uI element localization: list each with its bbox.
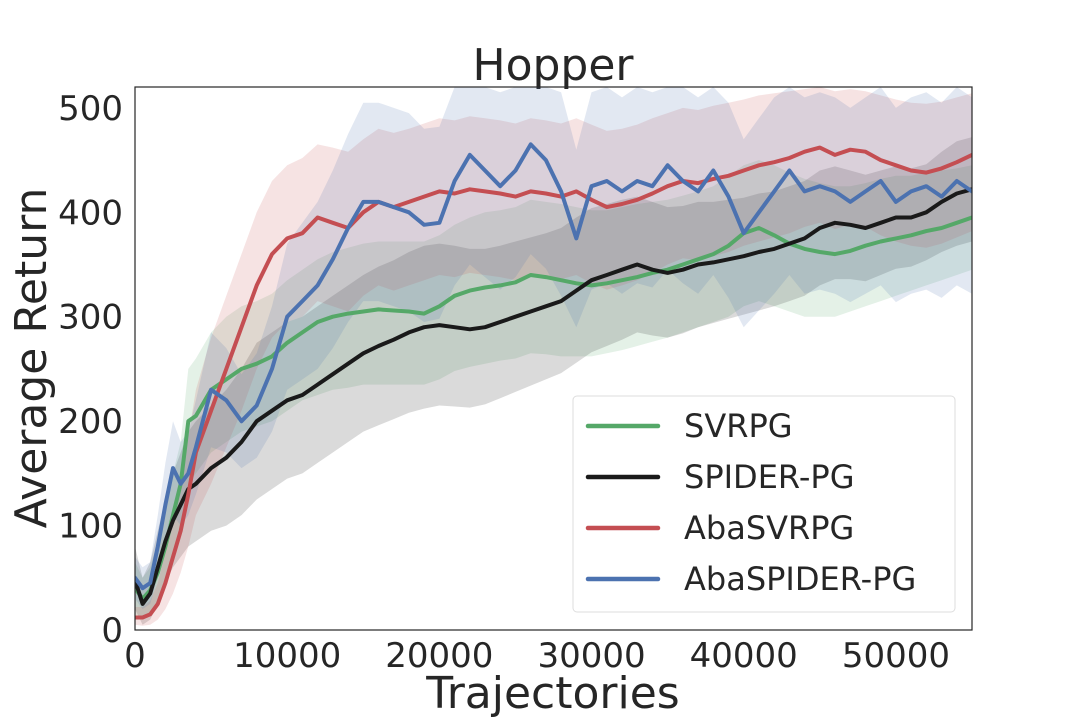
line-abaspider-pg: [135, 142, 972, 591]
x-axis-title: Trajectories: [425, 668, 679, 719]
line-spider-pg: [135, 187, 972, 606]
x-tick-label: 50000: [842, 636, 950, 676]
y-tick-label: 500: [58, 89, 123, 129]
y-tick-label: 200: [58, 402, 123, 442]
legend-label-abaspider-pg: AbaSPIDER-PG: [684, 560, 916, 598]
x-tick-label: 30000: [537, 636, 645, 676]
x-tick-label: 40000: [690, 636, 798, 676]
series-lines: [135, 142, 972, 620]
line-abasvrpg: [135, 145, 972, 620]
y-tick-label: 400: [58, 193, 123, 233]
band-spider-pg: [135, 137, 972, 625]
plot-area: [134, 86, 973, 631]
y-tick-label: 300: [58, 298, 123, 338]
band-abasvrpg: [135, 87, 972, 626]
x-axis-ticks: 0 10000 20000 30000 40000 50000: [124, 636, 950, 676]
y-axis-title: Average Return: [6, 188, 57, 529]
y-axis-ticks: 0 100 200 300 400 500: [58, 89, 123, 651]
band-svrpg: [135, 160, 972, 620]
x-tick-label: 10000: [233, 636, 341, 676]
chart-title: Hopper: [472, 40, 634, 91]
band-abaspider-pg: [135, 87, 972, 610]
x-tick-label: 20000: [385, 636, 493, 676]
legend: SVRPG SPIDER-PG AbaSVRPG AbaSPIDER-PG: [572, 395, 956, 613]
legend-label-svrpg: SVRPG: [684, 407, 793, 445]
y-tick-label: 100: [58, 507, 123, 547]
legend-label-abasvrpg: AbaSVRPG: [684, 509, 854, 547]
legend-label-spider-pg: SPIDER-PG: [684, 458, 854, 496]
plot-frame: [134, 86, 973, 631]
y-tick-label: 0: [101, 611, 123, 651]
x-tick-label: 0: [124, 636, 146, 676]
legend-box: [572, 395, 956, 613]
confidence-bands: [135, 87, 972, 626]
